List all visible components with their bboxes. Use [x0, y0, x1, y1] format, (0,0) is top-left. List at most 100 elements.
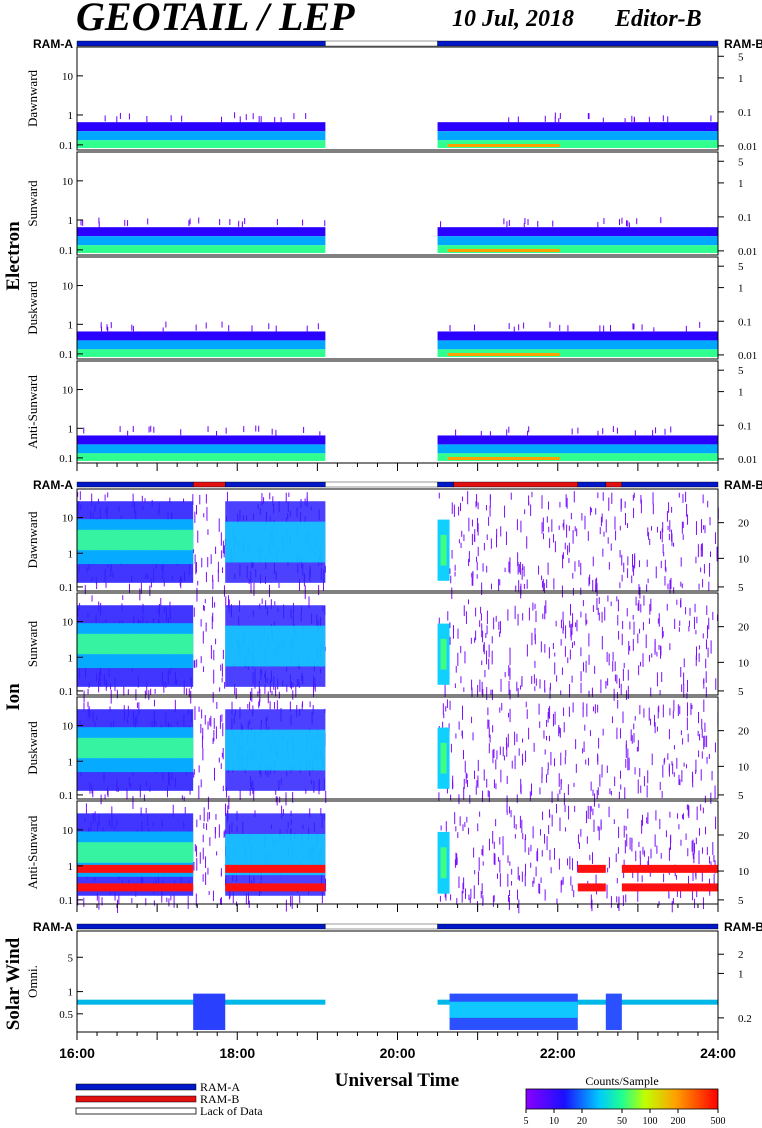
data-band-2-2: [437, 217, 718, 253]
right-tick-label-2-1: 5: [738, 156, 744, 168]
data-band-3-1: [77, 321, 326, 357]
data-band-3-2: [437, 321, 718, 357]
panel-8: Anti-Sunward 10 1 0.1 20 10 5: [25, 800, 750, 914]
left-tick-label-4-1: 10: [62, 385, 74, 397]
ram-segment-ion-9: [621, 481, 719, 488]
right-tick-label-5-3: 5: [738, 582, 744, 594]
right-tick-label-4-1: 5: [738, 365, 744, 377]
panel-5: Dawnward 10 1 0.1 20 10 5: [25, 488, 750, 602]
colorbar-tick-label-5: 100: [643, 1116, 658, 1127]
left-tick-label-6-2: 1: [68, 652, 74, 664]
right-tick-label-7-1: 20: [738, 726, 750, 738]
data-band-6-2: [437, 595, 719, 701]
ram-segment-electron-2: [325, 40, 438, 47]
legend-label-lack: Lack of Data: [200, 1104, 263, 1118]
ram-legend: RAM-A RAM-B Lack of Data: [75, 1080, 263, 1118]
panel-ylabel-7: Duskward: [25, 721, 40, 775]
panel-frame-3: [76, 256, 719, 360]
left-tick-label-5-3: 0.1: [59, 582, 73, 594]
x-axis-layer: 16:00 18:00 20:00 22:00 24:00: [59, 463, 736, 1061]
panel-ylabel-3: Duskward: [25, 281, 40, 335]
colorbar-tick-label-7: 500: [711, 1116, 726, 1127]
colorbar-tick-label-2: 10: [549, 1116, 559, 1127]
left-tick-label-4-2: 1: [68, 423, 74, 435]
left-tick-label-9-2: 1: [68, 987, 74, 999]
right-tick-label-9-1: 2: [738, 949, 744, 961]
left-tick-label-8-2: 1: [68, 861, 74, 873]
left-tick-label-2-1: 10: [62, 176, 74, 188]
group-label-ion: Ion: [3, 683, 24, 711]
data-band-7-2: [437, 699, 719, 809]
right-tick-label-4-3: 0.1: [738, 420, 752, 432]
right-tick-label-3-1: 5: [738, 261, 744, 273]
left-tick-label-7-3: 0.1: [59, 790, 73, 802]
right-tick-label-7-3: 5: [738, 790, 744, 802]
x-tick-label-5: 24:00: [700, 1045, 736, 1061]
left-tick-label-8-1: 10: [62, 825, 74, 837]
panel-3: Duskward 10 1 0.1 5 1 0.1 0.01: [25, 256, 757, 362]
left-tick-label-8-3: 0.1: [59, 895, 73, 907]
data-band-4-1: [77, 425, 326, 461]
figure-title: GEOTAIL / LEP: [76, 0, 355, 39]
right-tick-label-8-3: 5: [738, 895, 744, 907]
ram-b-label-solar-wind: RAM-B: [724, 920, 762, 934]
right-tick-label-7-2: 10: [738, 761, 750, 773]
colorbar-tick-label-6: 200: [671, 1116, 686, 1127]
colorbar-ticks: 5 10 20 50 100 200 500: [524, 1109, 726, 1127]
colorbar: Counts/Sample 5 10 20 50 100 200 500: [524, 1074, 726, 1127]
ram-b-label-electron: RAM-B: [724, 37, 762, 51]
panel-ylabel-4: Anti-Sunward: [25, 375, 40, 449]
right-tick-label-1-2: 1: [738, 73, 744, 85]
ram-a-label-electron: RAM-A: [33, 37, 73, 51]
panel-ylabel-6: Sunward: [25, 620, 40, 667]
figure-date: 10 Jul, 2018: [452, 6, 574, 32]
legend-swatch-ram-a: [75, 1083, 197, 1091]
panel-7: Duskward 10 1 0.1 20 10 5: [25, 696, 750, 810]
data-band-1-1: [77, 112, 326, 148]
figure-editor: Editor-B: [614, 6, 702, 32]
legend-swatch-ram-b: [75, 1095, 197, 1103]
panel-2: Sunward 10 1 0.1 5 1 0.1 0.01: [25, 151, 757, 258]
panel-ylabel-9: Omni.: [25, 965, 40, 998]
right-tick-label-2-2: 1: [738, 178, 744, 190]
data-band-8-2: [437, 803, 718, 914]
x-axis-title: Universal Time: [335, 1070, 459, 1091]
data-band-4-2: [437, 426, 718, 461]
panel-frame-6: [76, 592, 719, 696]
ram-segment-solar_wind-1: [76, 923, 326, 930]
right-tick-label-8-1: 20: [738, 830, 750, 842]
ram-segment-ion-8: [605, 481, 623, 488]
legend-swatch-lack: [75, 1107, 197, 1115]
left-tick-label-3-2: 1: [68, 319, 74, 331]
left-tick-label-2-3: 0.1: [59, 245, 73, 257]
panel-frame-5: [76, 488, 719, 592]
left-tick-label-1-3: 0.1: [59, 140, 73, 152]
right-tick-label-1-1: 5: [738, 51, 744, 63]
ram-segment-ion-1: [76, 481, 194, 488]
x-tick-label-4: 22:00: [540, 1045, 576, 1061]
left-tick-label-6-1: 10: [62, 617, 74, 629]
right-tick-label-6-3: 5: [738, 686, 744, 698]
ram-bars-layer: [76, 40, 719, 930]
x-tick-label-3: 20:00: [380, 1045, 416, 1061]
group-label-electron: Electron: [3, 221, 24, 291]
legend-label-ram-a: RAM-A: [200, 1080, 240, 1094]
colorbar-gradient: [525, 1088, 719, 1110]
data-band-5-1: [77, 491, 326, 602]
x-tick-label-2: 18:00: [219, 1045, 255, 1061]
right-tick-label-1-3: 0.1: [738, 107, 752, 119]
left-tick-label-6-3: 0.1: [59, 686, 73, 698]
panel-6: Sunward 10 1 0.1 20 10 5: [25, 592, 750, 704]
panels-layer: Dawnward 10 1 0.1 5 1 0.1 0.01 Sunward 10 1 0.1 5 1 0.…: [25, 46, 757, 1033]
right-tick-label-5-1: 20: [738, 518, 750, 530]
right-tick-label-3-4: 0.01: [738, 350, 757, 362]
panel-ylabel-1: Dawnward: [25, 69, 40, 127]
ram-segment-ion-4: [325, 481, 438, 488]
left-tick-label-9-1: 5: [68, 952, 74, 964]
colorbar-title: Counts/Sample: [585, 1074, 658, 1088]
right-tick-label-6-2: 10: [738, 657, 750, 669]
data-band-1-2: [437, 112, 718, 148]
right-tick-label-6-1: 20: [738, 622, 750, 634]
data-band-8-1: [77, 803, 327, 913]
